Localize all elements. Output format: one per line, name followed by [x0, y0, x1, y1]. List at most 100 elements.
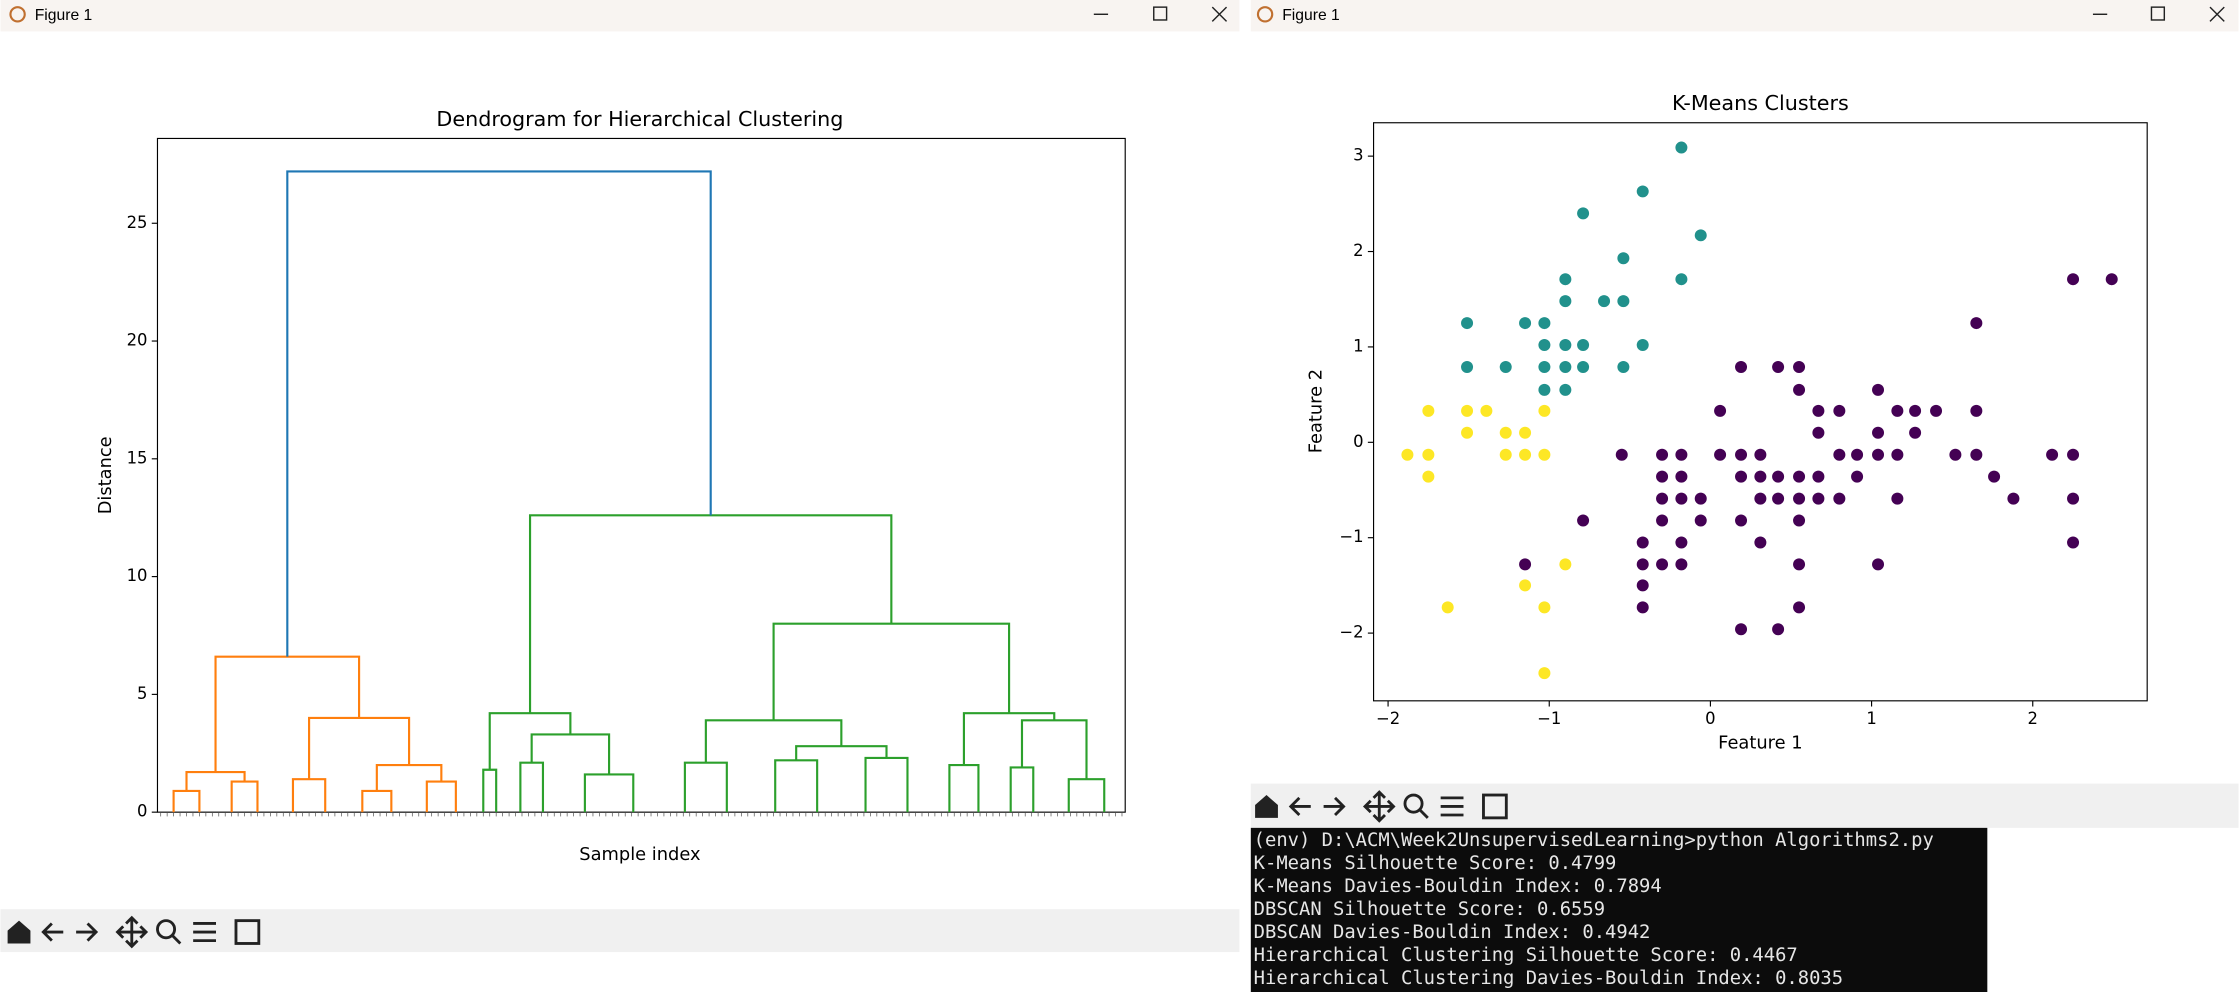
scatter-point — [1891, 448, 1904, 461]
scatter-point — [1598, 295, 1611, 308]
dendrogram-link — [214, 655, 361, 773]
scatter-point — [1930, 404, 1943, 417]
dendrogram-link — [583, 773, 635, 813]
dendrogram-link — [528, 514, 893, 714]
x-axis-label: Sample index — [579, 844, 700, 865]
close-button[interactable] — [1211, 6, 1228, 22]
scatter-point — [1636, 185, 1649, 198]
scatter-point — [2105, 273, 2118, 286]
pan-button[interactable] — [115, 915, 149, 949]
scatter-point — [1812, 404, 1825, 417]
scatter-point — [1538, 339, 1551, 352]
scatter-point — [1735, 514, 1748, 527]
back-button[interactable] — [1288, 796, 1311, 817]
terminal-line: K-Means Davies-Bouldin Index: 0.7894 — [1254, 876, 1662, 897]
scatter-point — [1519, 426, 1532, 439]
scatter-point — [1422, 470, 1435, 483]
scatter-point — [1559, 339, 1572, 352]
y-tick-label: 15 — [127, 448, 148, 467]
terminal-line: K-Means Silhouette Score: 0.4799 — [1254, 853, 1617, 874]
zoom-handle — [170, 933, 182, 945]
y-tick-label: 25 — [127, 213, 148, 232]
scatter-point — [1538, 360, 1551, 373]
plot-frame — [156, 137, 1126, 813]
dendrogram-link — [172, 789, 201, 813]
scatter-point — [1793, 360, 1806, 373]
scatter-point — [1851, 448, 1864, 461]
scatter-point — [1735, 360, 1748, 373]
window-title: Figure 1 — [1282, 7, 1340, 24]
configure-button[interactable] — [1440, 796, 1464, 817]
scatter-point — [2067, 273, 2080, 286]
scatter-point — [2007, 492, 2020, 505]
y-tick-label: 10 — [127, 566, 148, 585]
scatter-point — [1970, 448, 1983, 461]
home-button[interactable] — [1255, 795, 1278, 818]
pan-button[interactable] — [1362, 790, 1396, 823]
scatter-point — [1872, 448, 1885, 461]
save-button[interactable] — [1482, 793, 1508, 820]
scatter-point — [1851, 470, 1864, 483]
home-button[interactable] — [7, 920, 31, 944]
scatter-point — [1499, 360, 1512, 373]
close-button[interactable] — [2209, 6, 2225, 22]
save-button[interactable] — [234, 919, 261, 945]
terminal-line: DBSCAN Silhouette Score: 0.6559 — [1254, 899, 1605, 920]
scatter-point — [1694, 229, 1707, 242]
scatter-point — [1538, 383, 1551, 396]
maximize-button[interactable] — [2150, 6, 2166, 21]
scatter-point — [1793, 558, 1806, 571]
scatter-point — [1675, 558, 1688, 571]
maximize-button[interactable] — [1153, 6, 1168, 21]
forward-button[interactable] — [76, 922, 99, 942]
back-button[interactable] — [41, 922, 64, 942]
dendrogram-link — [1020, 719, 1088, 780]
scatter-point — [1812, 492, 1825, 505]
x-tick-label: −1 — [1537, 709, 1561, 728]
scatter-point — [1422, 404, 1435, 417]
scatter-point — [1735, 623, 1748, 636]
scatter-point — [1577, 207, 1590, 220]
scatter-point — [1656, 448, 1669, 461]
terminal-line: DBSCAN Davies-Bouldin Index: 0.4942 — [1254, 922, 1651, 943]
scatter-point — [1754, 470, 1767, 483]
zoom-button[interactable] — [156, 919, 177, 940]
scatter-point — [1577, 360, 1590, 373]
scatter-point — [1694, 514, 1707, 527]
chart-title: K-Means Clusters — [1672, 91, 1849, 115]
scatter-point — [1656, 514, 1669, 527]
toolbar-icons — [7, 915, 261, 949]
scatter-point — [1675, 536, 1688, 549]
zoom-button[interactable] — [1403, 793, 1424, 814]
scatter-point — [1559, 558, 1572, 571]
y-tick-label: 3 — [1353, 146, 1363, 165]
scatter-point — [1499, 426, 1512, 439]
dendrogram-link — [948, 763, 980, 813]
plot-frame — [1372, 122, 2148, 702]
scatter-point — [1754, 492, 1767, 505]
terminal-line: Hierarchical Clustering Davies-Bouldin I… — [1254, 968, 1843, 989]
dendrogram-link — [772, 622, 1011, 721]
scatter-point — [1735, 448, 1748, 461]
forward-button[interactable] — [1323, 796, 1346, 817]
configure-button[interactable] — [193, 922, 216, 943]
window-title: Figure 1 — [35, 7, 93, 24]
scatter-point — [1833, 492, 1846, 505]
scatter-point — [1970, 404, 1983, 417]
dendrogram-link — [361, 789, 393, 813]
toolbar — [1250, 783, 2239, 828]
y-axis-label: Feature 2 — [1305, 369, 1326, 453]
scatter-point — [1480, 404, 1493, 417]
dendrogram-link — [1067, 778, 1106, 813]
scatter-point — [1833, 448, 1846, 461]
y-tick-label: 1 — [1353, 336, 1363, 355]
scatter-point — [1519, 317, 1532, 330]
scatter-point — [1538, 448, 1551, 461]
scatter-point — [1891, 492, 1904, 505]
scatter-point — [1675, 141, 1688, 154]
scatter-point — [1970, 317, 1983, 330]
scatter-point — [1872, 426, 1885, 439]
scatter-point — [1577, 339, 1590, 352]
